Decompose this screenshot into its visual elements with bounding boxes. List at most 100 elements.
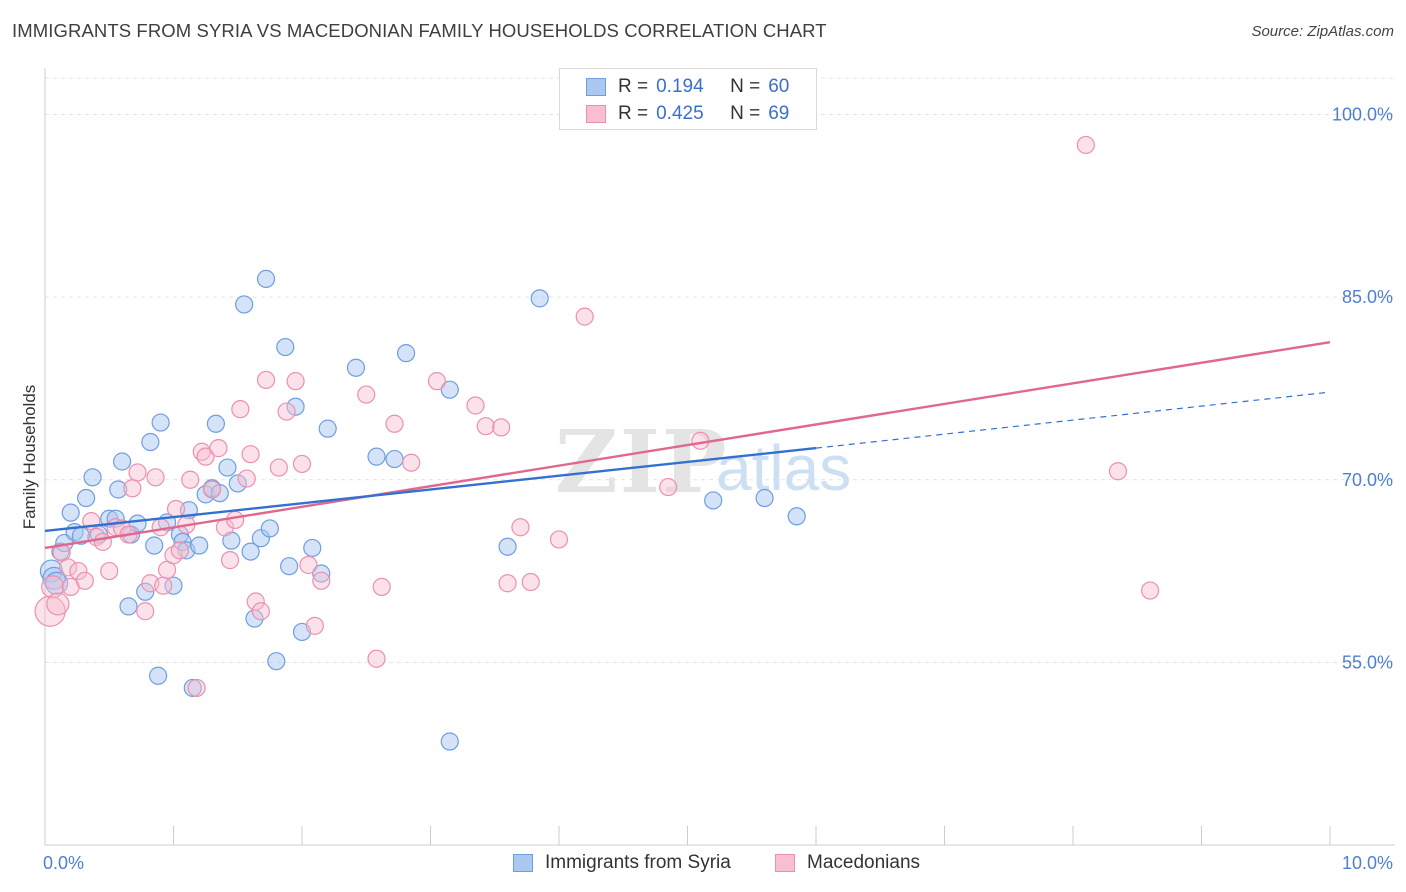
point-syria [61,503,80,522]
point-syria [256,269,276,288]
y-tick-label: 55.0% [1342,652,1393,672]
point-macedonians [46,592,70,616]
bottom-legend-label-syria: Immigrants from Syria [545,852,731,873]
point-syria [164,576,183,595]
trend-line-syria [44,446,817,533]
point-syria [218,458,237,477]
point-syria [235,295,254,314]
legend-n-label: N = [730,76,761,97]
point-macedonians [209,439,228,458]
point-macedonians [93,532,112,551]
point-macedonians [69,561,88,581]
point-macedonians [312,571,331,590]
point-syria [145,536,164,555]
point-syria [183,678,202,698]
point-syria [755,488,774,508]
point-syria [228,474,247,493]
point-macedonians [659,477,678,497]
point-macedonians [123,479,142,498]
point-syria [787,507,806,526]
point-macedonians [1108,462,1128,481]
point-syria [141,432,160,452]
point-macedonians [305,616,324,635]
point-macedonians [241,445,260,464]
bottom-legend-syria: Immigrants from Syria [513,852,731,874]
point-macedonians [151,518,170,537]
point-syria [704,491,723,510]
y-tick-label: 70.0% [1342,470,1393,490]
point-macedonians [170,541,190,560]
point-macedonians [1140,581,1160,600]
point-macedonians [166,499,186,519]
point-syria [286,397,305,416]
bottom-legend-swatch-syria [513,854,533,872]
point-syria [151,413,170,432]
point-syria [276,337,295,357]
point-macedonians [128,463,147,482]
legend: R = 0.194 N = 60 R = 0.425 N = 69 [559,68,817,130]
point-syria [109,480,128,499]
x-tick-label: 0.0% [43,853,84,873]
legend-row-syria: R = 0.194 N = 60 [586,75,789,99]
point-macedonians [385,414,404,433]
point-macedonians [136,602,155,621]
point-syria [312,564,331,583]
point-syria [318,419,337,438]
point-syria [280,557,299,576]
point-macedonians [511,518,530,537]
point-syria [77,488,96,508]
point-syria [303,538,322,558]
point-syria [440,732,459,751]
bottom-legend-label-macedonians: Macedonians [807,852,921,873]
point-macedonians [269,458,288,477]
point-syria [148,666,168,685]
point-macedonians [237,469,256,488]
point-macedonians [75,571,94,590]
x-tick-label: 10.0% [1342,853,1393,873]
point-macedonians [181,470,200,489]
trend-line-macedonians [44,341,1331,550]
y-axis-label: Family Households [20,384,39,530]
point-macedonians [1076,135,1095,155]
point-syria [385,449,404,469]
point-macedonians [691,431,710,450]
point-macedonians [226,510,245,530]
point-syria [190,536,209,555]
legend-swatch-syria [586,78,606,96]
point-macedonians [372,577,391,596]
point-macedonians [202,480,222,499]
point-macedonians [492,418,511,437]
point-macedonians [427,372,447,391]
point-macedonians [220,551,240,570]
point-syria [260,519,279,538]
legend-n-label: N = [730,103,761,124]
point-macedonians [246,592,265,611]
legend-r-label: R = [618,103,649,124]
point-macedonians [466,396,485,415]
legend-n-value: 69 [768,103,790,124]
gridlines [45,77,1395,663]
point-macedonians [187,678,206,698]
legend-r-label: R = [618,76,649,97]
legend-n-value: 60 [768,76,790,97]
legend-swatch-macedonians [586,105,606,123]
bottom-legend-macedonians: Macedonians [775,852,920,874]
point-syria [367,447,386,466]
point-syria [206,414,226,433]
watermark-atlas: atlas [716,432,851,504]
point-syria [440,380,459,399]
y-tick-label: 85.0% [1342,287,1393,307]
point-syria [267,652,286,671]
point-syria [83,468,102,487]
chart-source: Source: ZipAtlas.com [1251,23,1394,40]
y-tick-label: 100.0% [1332,105,1393,125]
chart-title: IMMIGRANTS FROM SYRIA VS MACEDONIAN FAMI… [12,20,827,41]
point-macedonians [292,454,312,474]
point-macedonians [521,572,540,592]
legend-r-value: 0.425 [656,103,704,124]
point-syria [346,358,366,377]
legend-r-value: 0.194 [656,76,704,97]
point-macedonians [402,453,421,472]
point-macedonians [231,400,250,419]
point-syria [112,452,132,471]
